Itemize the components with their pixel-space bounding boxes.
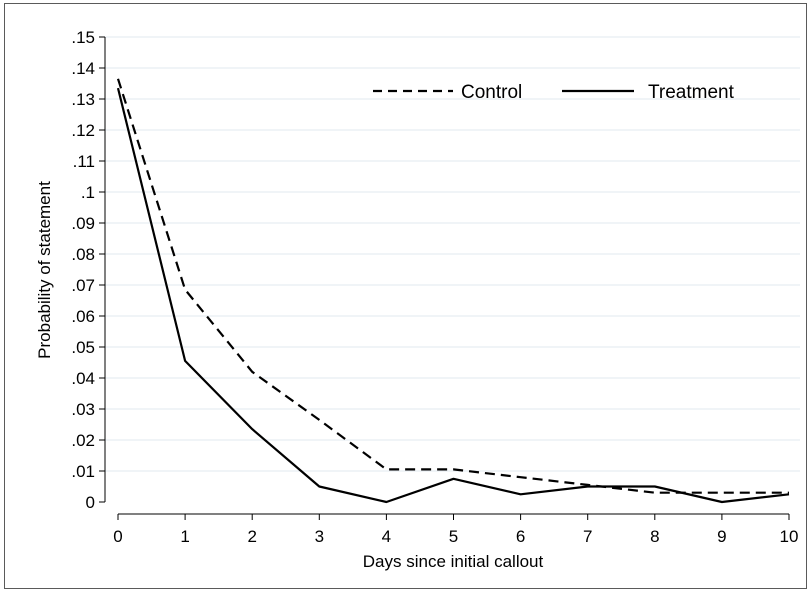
y-tick-label-12: .12: [71, 121, 95, 140]
x-tick-label-7: 7: [583, 527, 592, 546]
y-tick-label-8: .08: [71, 245, 95, 264]
x-tick-label-9: 9: [717, 527, 726, 546]
series: [116, 78, 790, 504]
legend-control-label: Control: [461, 82, 522, 103]
x-tick-label-8: 8: [650, 527, 659, 546]
x-tick-label-1: 1: [180, 527, 189, 546]
x-tick-label-0: 0: [113, 527, 122, 546]
x-tick-label-2: 2: [247, 527, 256, 546]
y-tick-label-6: .06: [71, 307, 95, 326]
y-tick-label-1: .01: [71, 462, 95, 481]
y-tick-label-10: .1: [81, 183, 95, 202]
x-tick-label-4: 4: [382, 527, 391, 546]
y-tick-label-3: .03: [71, 400, 95, 419]
y-tick-label-14: .14: [71, 59, 95, 78]
series-control-line: [116, 78, 789, 494]
y-tick-label-0: 0: [86, 493, 95, 512]
y-tick-label-13: .13: [71, 90, 95, 109]
series-treatment-line: [116, 87, 790, 504]
x-tick-label-5: 5: [449, 527, 458, 546]
y-tick-label-9: .09: [71, 214, 95, 233]
y-tick-label-11: .11: [73, 152, 95, 171]
x-tick-label-3: 3: [315, 527, 324, 546]
legend-treatment-label: Treatment: [648, 82, 735, 103]
legend: Control Treatment: [373, 82, 735, 103]
y-tick-label-5: .05: [71, 338, 95, 357]
axes: 0 .01 .02 .03 .04 .05 .06 .07 .08 .09 .1 .11 .12 .13.…: [71, 28, 798, 546]
y-axis-title: Probability of statement: [35, 181, 54, 359]
y-tick-label-15: .15: [71, 28, 95, 47]
x-tick-label-6: 6: [516, 527, 525, 546]
x-axis-title: Days since initial callout: [363, 552, 544, 571]
x-tick-label-10: 10: [780, 527, 799, 546]
y-tick-label-7: .07: [71, 276, 95, 295]
y-tick-label-2: .02: [71, 431, 95, 450]
gridlines: [105, 36, 800, 472]
y-tick-label-4: .04: [71, 369, 95, 388]
